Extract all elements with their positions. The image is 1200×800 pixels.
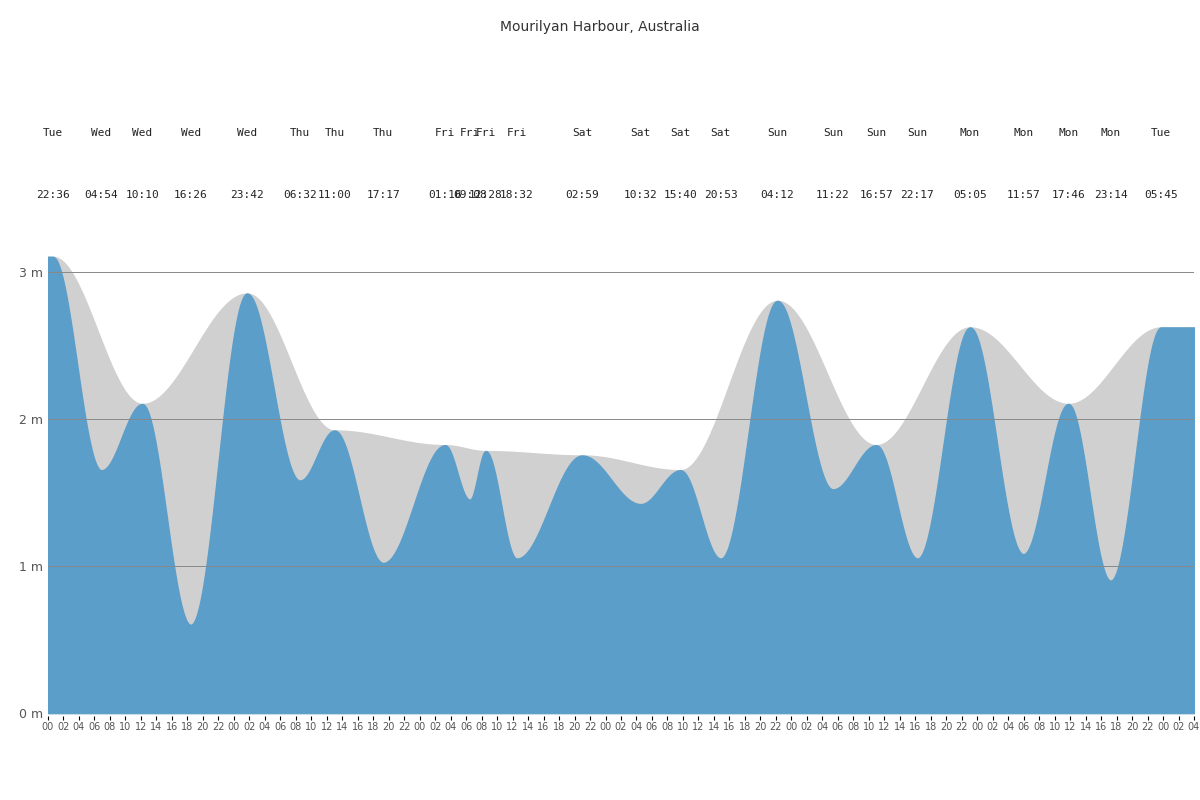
Text: Fri: Fri [475,128,496,138]
Text: 10:32: 10:32 [624,190,658,200]
Text: 23:42: 23:42 [230,190,264,200]
Text: 22:36: 22:36 [36,190,70,200]
Text: 11:22: 11:22 [816,190,850,200]
Text: Sat: Sat [671,128,690,138]
Text: Wed: Wed [91,128,112,138]
Text: Sun: Sun [823,128,844,138]
Text: Wed: Wed [132,128,152,138]
Text: 04:54: 04:54 [84,190,119,200]
Text: Wed: Wed [236,128,257,138]
Text: Mon: Mon [960,128,980,138]
Text: 05:05: 05:05 [953,190,986,200]
Text: 18:32: 18:32 [500,190,534,200]
Text: 17:46: 17:46 [1051,190,1085,200]
Text: Thu: Thu [324,128,344,138]
Text: Fri: Fri [434,128,455,138]
Text: 04:12: 04:12 [761,190,794,200]
Text: Sun: Sun [767,128,787,138]
Text: 02:59: 02:59 [565,190,599,200]
Text: 11:57: 11:57 [1007,190,1040,200]
Text: 15:40: 15:40 [664,190,697,200]
Text: Mon: Mon [1058,128,1079,138]
Text: Fri: Fri [506,128,527,138]
Text: 22:17: 22:17 [900,190,935,200]
Text: 11:00: 11:00 [318,190,352,200]
Text: 05:45: 05:45 [1145,190,1178,200]
Text: Mourilyan Harbour, Australia: Mourilyan Harbour, Australia [500,20,700,34]
Text: 01:16: 01:16 [428,190,462,200]
Text: Sun: Sun [866,128,887,138]
Text: Sat: Sat [572,128,593,138]
Text: Sat: Sat [710,128,731,138]
Text: Mon: Mon [1100,128,1121,138]
Text: 16:57: 16:57 [859,190,893,200]
Text: 09:08: 09:08 [452,190,487,200]
Text: 12:28: 12:28 [469,190,503,200]
Text: Thu: Thu [373,128,394,138]
Text: 23:14: 23:14 [1093,190,1128,200]
Text: Mon: Mon [1013,128,1033,138]
Text: Sat: Sat [630,128,650,138]
Text: Wed: Wed [180,128,200,138]
Text: 16:26: 16:26 [174,190,208,200]
Text: Tue: Tue [42,128,62,138]
Text: 20:53: 20:53 [704,190,738,200]
Text: 10:10: 10:10 [125,190,160,200]
Text: Sun: Sun [907,128,928,138]
Text: Tue: Tue [1151,128,1171,138]
Text: Fri: Fri [460,128,480,138]
Text: 06:32: 06:32 [283,190,317,200]
Text: 17:17: 17:17 [366,190,400,200]
Text: Thu: Thu [289,128,310,138]
